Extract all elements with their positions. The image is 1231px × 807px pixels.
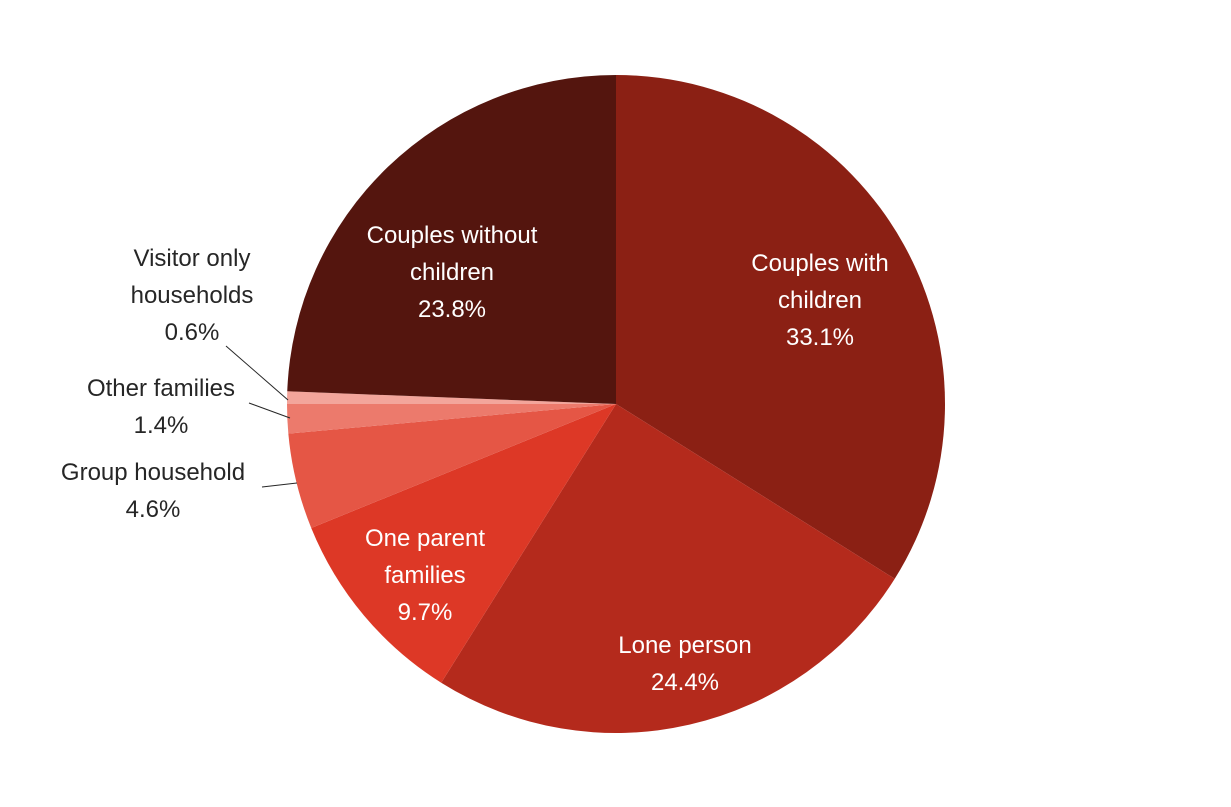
leader-lines — [225, 345, 298, 488]
leader-line-group-household — [261, 482, 298, 488]
pie-slices — [287, 75, 945, 733]
pie-slice-lone-person — [441, 404, 895, 733]
pie-slice-visitor-only-households — [287, 391, 616, 404]
slice-label-couples-with-children: Couples with children 33.1% — [751, 250, 888, 351]
slice-label-lone-person: Lone person 24.4% — [618, 632, 751, 696]
slice-label-other-families: Other families 1.4% — [87, 375, 235, 439]
slice-label-group-household: Group household 4.6% — [61, 459, 245, 523]
pie-slice-one-parent-families — [311, 404, 616, 683]
slice-labels: Couples with children 33.1% Lone person 24.4… — [61, 222, 889, 696]
pie-slice-couples-without-children — [287, 75, 616, 404]
leader-line-visitor-only-households — [225, 345, 289, 401]
slice-label-one-parent-families: One parent families 9.7% — [365, 525, 485, 626]
pie-slice-other-families — [287, 404, 616, 434]
slice-label-couples-without-children: Couples without children 23.8% — [367, 222, 538, 323]
leader-line-other-families — [248, 402, 291, 419]
pie-slice-couples-with-children — [616, 75, 945, 579]
pie-slice-group-household — [288, 404, 616, 528]
slice-label-visitor-only-households: Visitor only households 0.6% — [131, 245, 254, 346]
